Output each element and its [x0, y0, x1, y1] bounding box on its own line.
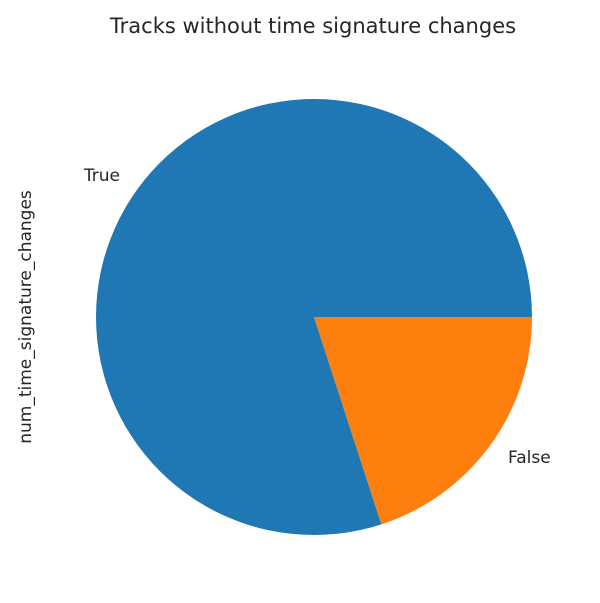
pie-slice-false [314, 317, 532, 525]
chart-title: Tracks without time signature changes [109, 14, 516, 38]
pie-labels: True False [83, 166, 551, 468]
y-axis-label: num_time_signature_changes [16, 190, 36, 444]
pie-label-true: True [83, 166, 120, 186]
pie-label-false: False [508, 448, 551, 468]
pie-slices [96, 98, 532, 536]
